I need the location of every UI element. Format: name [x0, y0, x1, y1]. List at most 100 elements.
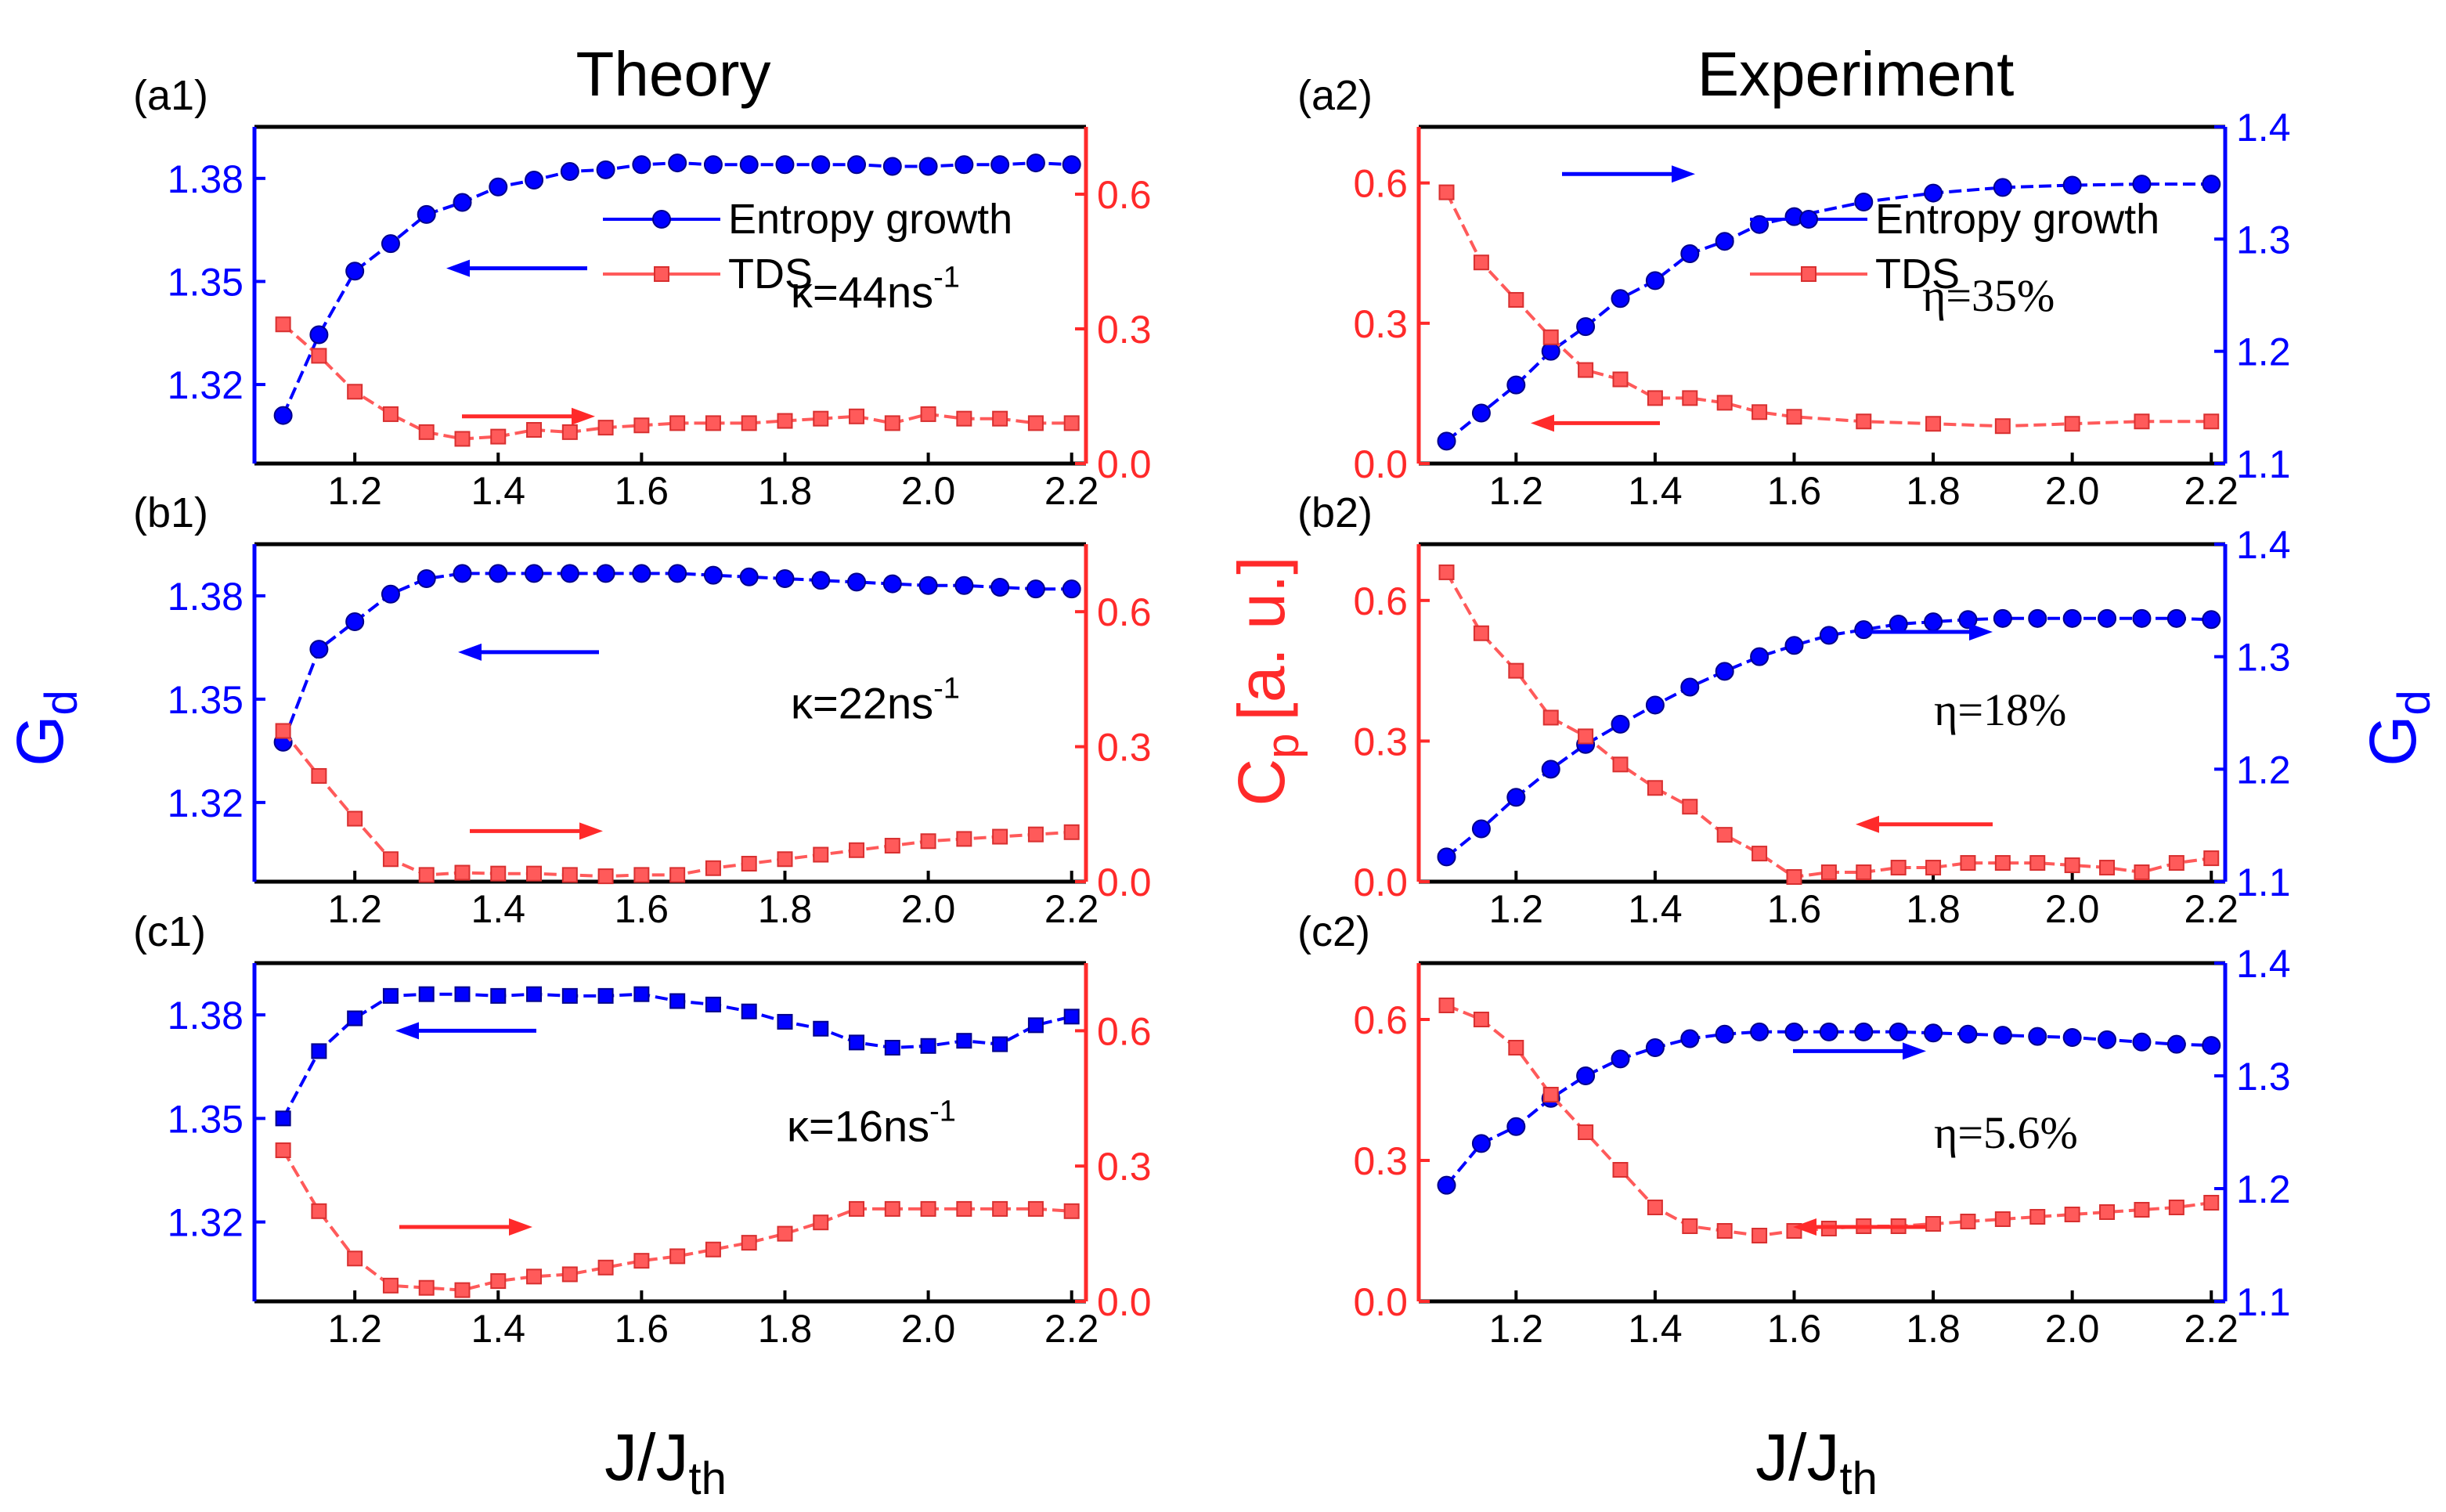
arrow-head-b2-0	[1969, 623, 1993, 641]
entropy-point-c2-15	[1958, 1024, 1978, 1044]
tds-point-c2-17	[2029, 1209, 2046, 1225]
entropy-point-b1-12	[703, 565, 723, 585]
tds-point-b1-0	[275, 723, 291, 739]
tds-point-b1-22	[1063, 824, 1080, 840]
entropy-point-c1-18	[920, 1037, 936, 1054]
entropy-point-a1-10	[632, 155, 651, 175]
cp-tick-label-b1-0: 0.0	[1097, 861, 1152, 904]
gd-tick-label-b1-0: 1.32	[168, 781, 244, 825]
entropy-point-c1-20	[992, 1036, 1008, 1052]
x-tick-label-c2-4: 2.0	[2045, 1307, 2100, 1351]
tds-point-b1-4	[418, 867, 435, 883]
gd-tick-label-c2-2: 1.3	[2236, 1055, 2291, 1099]
x-tick-label-c1-3: 1.8	[758, 1307, 813, 1351]
entropy-point-b2-22	[2202, 610, 2221, 630]
entropy-point-b2-2	[1506, 788, 1526, 807]
tds-point-a2-8	[1716, 395, 1733, 411]
tds-point-c1-21	[1027, 1200, 1044, 1217]
entropy-point-c2-13	[1889, 1022, 1908, 1041]
entropy-point-a2-6	[1645, 271, 1665, 290]
arrow-head-b1-1	[579, 822, 603, 840]
tds-point-a1-22	[1063, 415, 1080, 431]
tds-point-b2-17	[2029, 855, 2046, 871]
x-tick-label-b1-5: 2.2	[1044, 887, 1099, 931]
entropy-point-a1-5	[453, 193, 472, 212]
entropy-point-a2-3	[1541, 341, 1560, 361]
gd-tick-label-a2-2: 1.3	[2236, 218, 2291, 262]
tds-point-a1-12	[705, 415, 721, 431]
cp-axis-label: Cp [a. u.]	[1225, 556, 1308, 806]
cp-tick-label-c2-2: 0.6	[1353, 998, 1408, 1042]
x-axis-label-theory-sub: th	[688, 1453, 726, 1504]
entropy-point-a2-4	[1576, 317, 1596, 337]
entropy-point-c2-20	[2132, 1032, 2152, 1052]
legend-marker-entropy-a2	[1799, 210, 1818, 229]
entropy-point-b2-7	[1680, 677, 1700, 697]
tds-point-b1-17	[884, 838, 900, 854]
x-tick-label-a2-1: 1.4	[1628, 469, 1683, 513]
panel-b1: 1.2 1.4 1.6 1.8 2.0 2.2 1.32 1.35 1.38 0.0 0.3 0.6 (…	[133, 489, 1152, 931]
tds-point-b2-8	[1716, 827, 1733, 843]
legend-label-tds-a2: TDS	[1875, 251, 1960, 298]
entropy-point-c2-0	[1437, 1175, 1456, 1195]
tds-point-b1-12	[705, 860, 721, 876]
tds-point-b2-2	[1508, 662, 1524, 679]
tds-point-a1-9	[597, 420, 614, 436]
entropy-point-b2-3	[1541, 760, 1560, 779]
annotation-c1: κ=16ns-1	[787, 1095, 956, 1150]
annotation-main-c1: κ=16ns	[787, 1101, 929, 1150]
entropy-point-b2-20	[2132, 608, 2152, 628]
left-y-axis-label-main: G	[3, 715, 77, 766]
entropy-point-b2-17	[2028, 608, 2047, 628]
gd-tick-label-a1-0: 1.32	[168, 363, 244, 407]
entropy-point-a1-7	[525, 171, 544, 190]
entropy-point-c1-15	[813, 1020, 829, 1037]
panel-c1: 1.2 1.4 1.6 1.8 2.0 2.2 1.32 1.35 1.38 0.0 0.3 0.6 (…	[133, 908, 1152, 1351]
right-y-axis-label-main: G	[2356, 715, 2430, 766]
arrow-head-a2-0	[1672, 165, 1695, 183]
entropy-point-c1-11	[669, 993, 686, 1009]
tds-point-a2-10	[1786, 409, 1802, 425]
x-axis-label-theory: J/Jth	[604, 1420, 727, 1504]
right-y-axis-label: Gd	[2356, 690, 2440, 767]
tds-point-c2-6	[1647, 1200, 1663, 1215]
entropy-point-b2-18	[2062, 608, 2082, 628]
entropy-point-b2-10	[1784, 636, 1804, 655]
entropy-point-a1-18	[918, 157, 938, 176]
gd-tick-label-b2-2: 1.3	[2236, 636, 2291, 680]
tds-point-b1-15	[813, 846, 829, 863]
arrow-head-a1-1	[572, 407, 595, 425]
cp-axis-label-sub: p	[1257, 734, 1308, 759]
entropy-point-a2-15	[2132, 175, 2152, 194]
x-tick-label-b2-0: 1.2	[1489, 887, 1544, 931]
cp-tick-label-b2-0: 0.0	[1353, 861, 1408, 904]
entropy-point-a1-11	[668, 153, 687, 173]
cp-tick-label-a2-0: 0.0	[1353, 442, 1408, 486]
arrow-head-c1-0	[395, 1022, 419, 1040]
tds-point-b2-3	[1542, 709, 1559, 726]
entropy-point-b1-19	[954, 576, 974, 595]
tds-point-b2-4	[1578, 728, 1594, 745]
entropy-point-c1-16	[849, 1034, 865, 1051]
gd-tick-label-b2-3: 1.4	[2236, 523, 2291, 567]
tds-point-c2-2	[1508, 1040, 1524, 1056]
tds-point-b1-5	[454, 864, 471, 881]
tds-point-c2-1	[1473, 1012, 1489, 1027]
arrow-head-a2-1	[1531, 414, 1554, 432]
tds-point-b2-5	[1612, 756, 1629, 773]
tds-point-b1-7	[526, 865, 543, 882]
series-line-b2-entropy	[1445, 616, 2212, 858]
tds-point-a1-7	[526, 422, 543, 438]
gd-tick-label-c2-0: 1.1	[2236, 1280, 2291, 1324]
entropy-point-c1-1	[311, 1043, 327, 1059]
tds-point-c2-18	[2064, 1207, 2080, 1222]
entropy-point-b2-16	[1993, 608, 2012, 628]
gd-tick-label-a2-1: 1.2	[2236, 330, 2291, 374]
tds-point-a2-6	[1647, 390, 1663, 406]
legend-label-tds-a1: TDS	[728, 251, 813, 298]
x-tick-label-c1-5: 2.2	[1044, 1307, 1099, 1351]
entropy-point-b1-10	[632, 564, 651, 583]
tds-point-c2-15	[1960, 1214, 1976, 1229]
x-tick-label-b2-1: 1.4	[1628, 887, 1683, 931]
gd-tick-label-c1-1: 1.35	[168, 1097, 244, 1141]
